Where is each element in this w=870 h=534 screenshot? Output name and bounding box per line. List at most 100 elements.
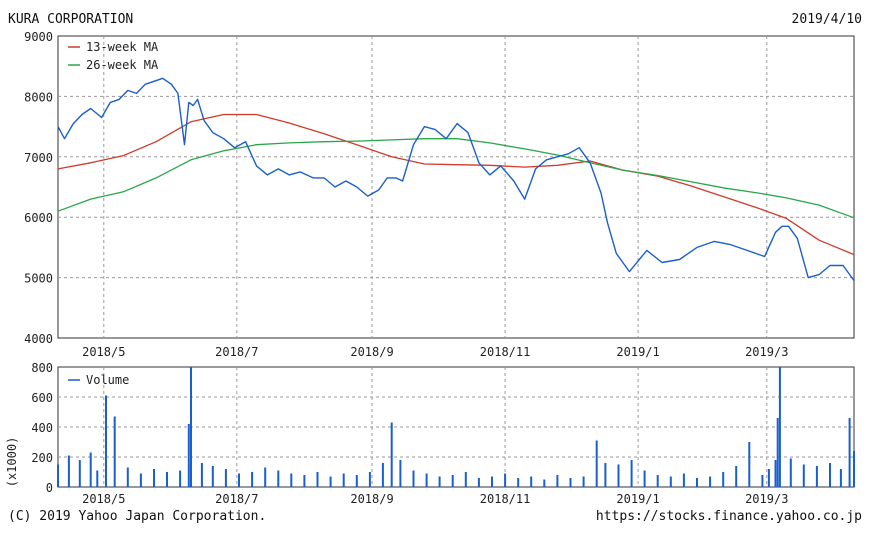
volume-bar <box>179 470 182 487</box>
volume-bar <box>491 476 493 487</box>
legend-label-volume: Volume <box>86 373 129 387</box>
ma13-line <box>57 113 855 256</box>
volume-bar <box>329 476 332 487</box>
volume-x-tick-label: 2019/3 <box>745 492 788 506</box>
volume-unit-label: (x1000) <box>5 437 19 488</box>
volume-bar <box>390 422 393 487</box>
price-y-tick-label: 7000 <box>24 151 53 165</box>
legend-label-ma26: 26-week MA <box>86 58 159 72</box>
volume-bar <box>530 476 533 487</box>
price-line <box>57 77 855 282</box>
volume-bar <box>264 467 267 487</box>
volume-bar <box>381 463 384 487</box>
price-y-tick-label: 6000 <box>24 211 53 225</box>
volume-bar <box>153 469 155 487</box>
volume-bar <box>368 472 371 487</box>
volume-bar <box>187 424 190 487</box>
volume-bar <box>190 367 192 487</box>
price-x-tick-label: 2018/7 <box>215 345 258 359</box>
volume-bar <box>748 442 751 487</box>
volume-x-tick-label: 2018/11 <box>480 492 531 506</box>
source-url[interactable]: https://stocks.finance.yahoo.co.jp <box>596 509 862 524</box>
volume-bar <box>200 463 203 487</box>
volume-x-tick-label: 2019/1 <box>616 492 659 506</box>
volume-y-tick-label: 0 <box>46 481 53 495</box>
volume-bar <box>451 475 454 487</box>
price-x-tick-label: 2018/5 <box>82 345 125 359</box>
volume-bars <box>57 367 855 487</box>
price-y-tick-label: 4000 <box>24 332 53 346</box>
volume-y-tick-label: 600 <box>31 391 53 405</box>
volume-bar <box>139 473 142 487</box>
volume-bar <box>630 460 633 487</box>
volume-bar <box>789 458 792 487</box>
price-y-tick-label: 9000 <box>24 30 53 44</box>
price-grid <box>58 36 854 338</box>
volume-bar <box>643 470 646 487</box>
volume-bar <box>412 470 415 487</box>
volume-bar <box>126 467 129 487</box>
volume-bar <box>709 476 712 487</box>
volume-bar <box>656 475 659 487</box>
volume-bar <box>303 475 306 487</box>
volume-bar <box>682 473 685 487</box>
volume-y-tick-label: 800 <box>31 361 53 375</box>
volume-bar <box>96 470 99 487</box>
volume-bar <box>67 455 70 487</box>
volume-bar <box>582 476 585 487</box>
volume-bar <box>776 418 779 487</box>
volume-bar <box>342 473 345 487</box>
price-plot-area <box>57 35 855 339</box>
volume-bar <box>761 475 764 487</box>
volume-bar <box>774 460 777 487</box>
volume-bar <box>569 478 572 487</box>
price-x-tick-label: 2018/9 <box>350 345 393 359</box>
volume-bar <box>767 469 770 487</box>
volume-bar <box>696 478 698 487</box>
volume-legend: Volume <box>68 373 129 387</box>
volume-y-axis: 0 200 400 600 800 <box>31 361 53 495</box>
volume-bar <box>543 479 546 487</box>
price-x-axis: 2018/5 2018/7 2018/9 2018/11 2019/1 2019/3 <box>82 345 788 359</box>
volume-bar <box>355 475 358 487</box>
price-y-tick-label: 5000 <box>24 272 53 286</box>
ma26-line <box>57 138 855 219</box>
volume-bar <box>802 464 805 487</box>
volume-bar <box>113 416 116 487</box>
volume-bar <box>595 440 598 487</box>
volume-bar <box>238 473 240 487</box>
volume-x-tick-label: 2018/7 <box>215 492 258 506</box>
volume-bar <box>251 472 254 487</box>
volume-bar <box>722 472 725 487</box>
price-x-tick-label: 2019/3 <box>745 345 788 359</box>
price-series <box>57 77 855 282</box>
volume-bar <box>604 463 607 487</box>
volume-bar <box>57 464 59 487</box>
volume-bar <box>277 470 280 487</box>
company-name: KURA CORPORATION <box>8 12 133 27</box>
volume-bar <box>78 460 81 487</box>
volume-x-axis: 2018/5 2018/7 2018/9 2018/11 2019/1 2019/3 <box>82 492 788 506</box>
price-y-tick-label: 8000 <box>24 90 53 104</box>
volume-bar <box>848 418 851 487</box>
volume-bar <box>211 466 214 487</box>
volume-bar <box>290 473 293 487</box>
volume-bar <box>778 367 781 487</box>
volume-bar <box>504 473 507 487</box>
volume-bar <box>316 472 319 487</box>
volume-bar <box>425 473 428 487</box>
volume-bar <box>853 451 855 487</box>
volume-bar <box>617 464 620 487</box>
volume-bar <box>556 475 559 487</box>
volume-bar <box>166 472 168 487</box>
volume-bar <box>829 463 831 487</box>
volume-bar <box>669 476 672 487</box>
chart-date: 2019/4/10 <box>792 12 862 27</box>
volume-bar <box>438 476 441 487</box>
legend-label-ma13: 13-week MA <box>86 40 159 54</box>
volume-bar <box>105 395 107 487</box>
volume-y-tick-label: 200 <box>31 451 53 465</box>
volume-bar <box>399 460 402 487</box>
